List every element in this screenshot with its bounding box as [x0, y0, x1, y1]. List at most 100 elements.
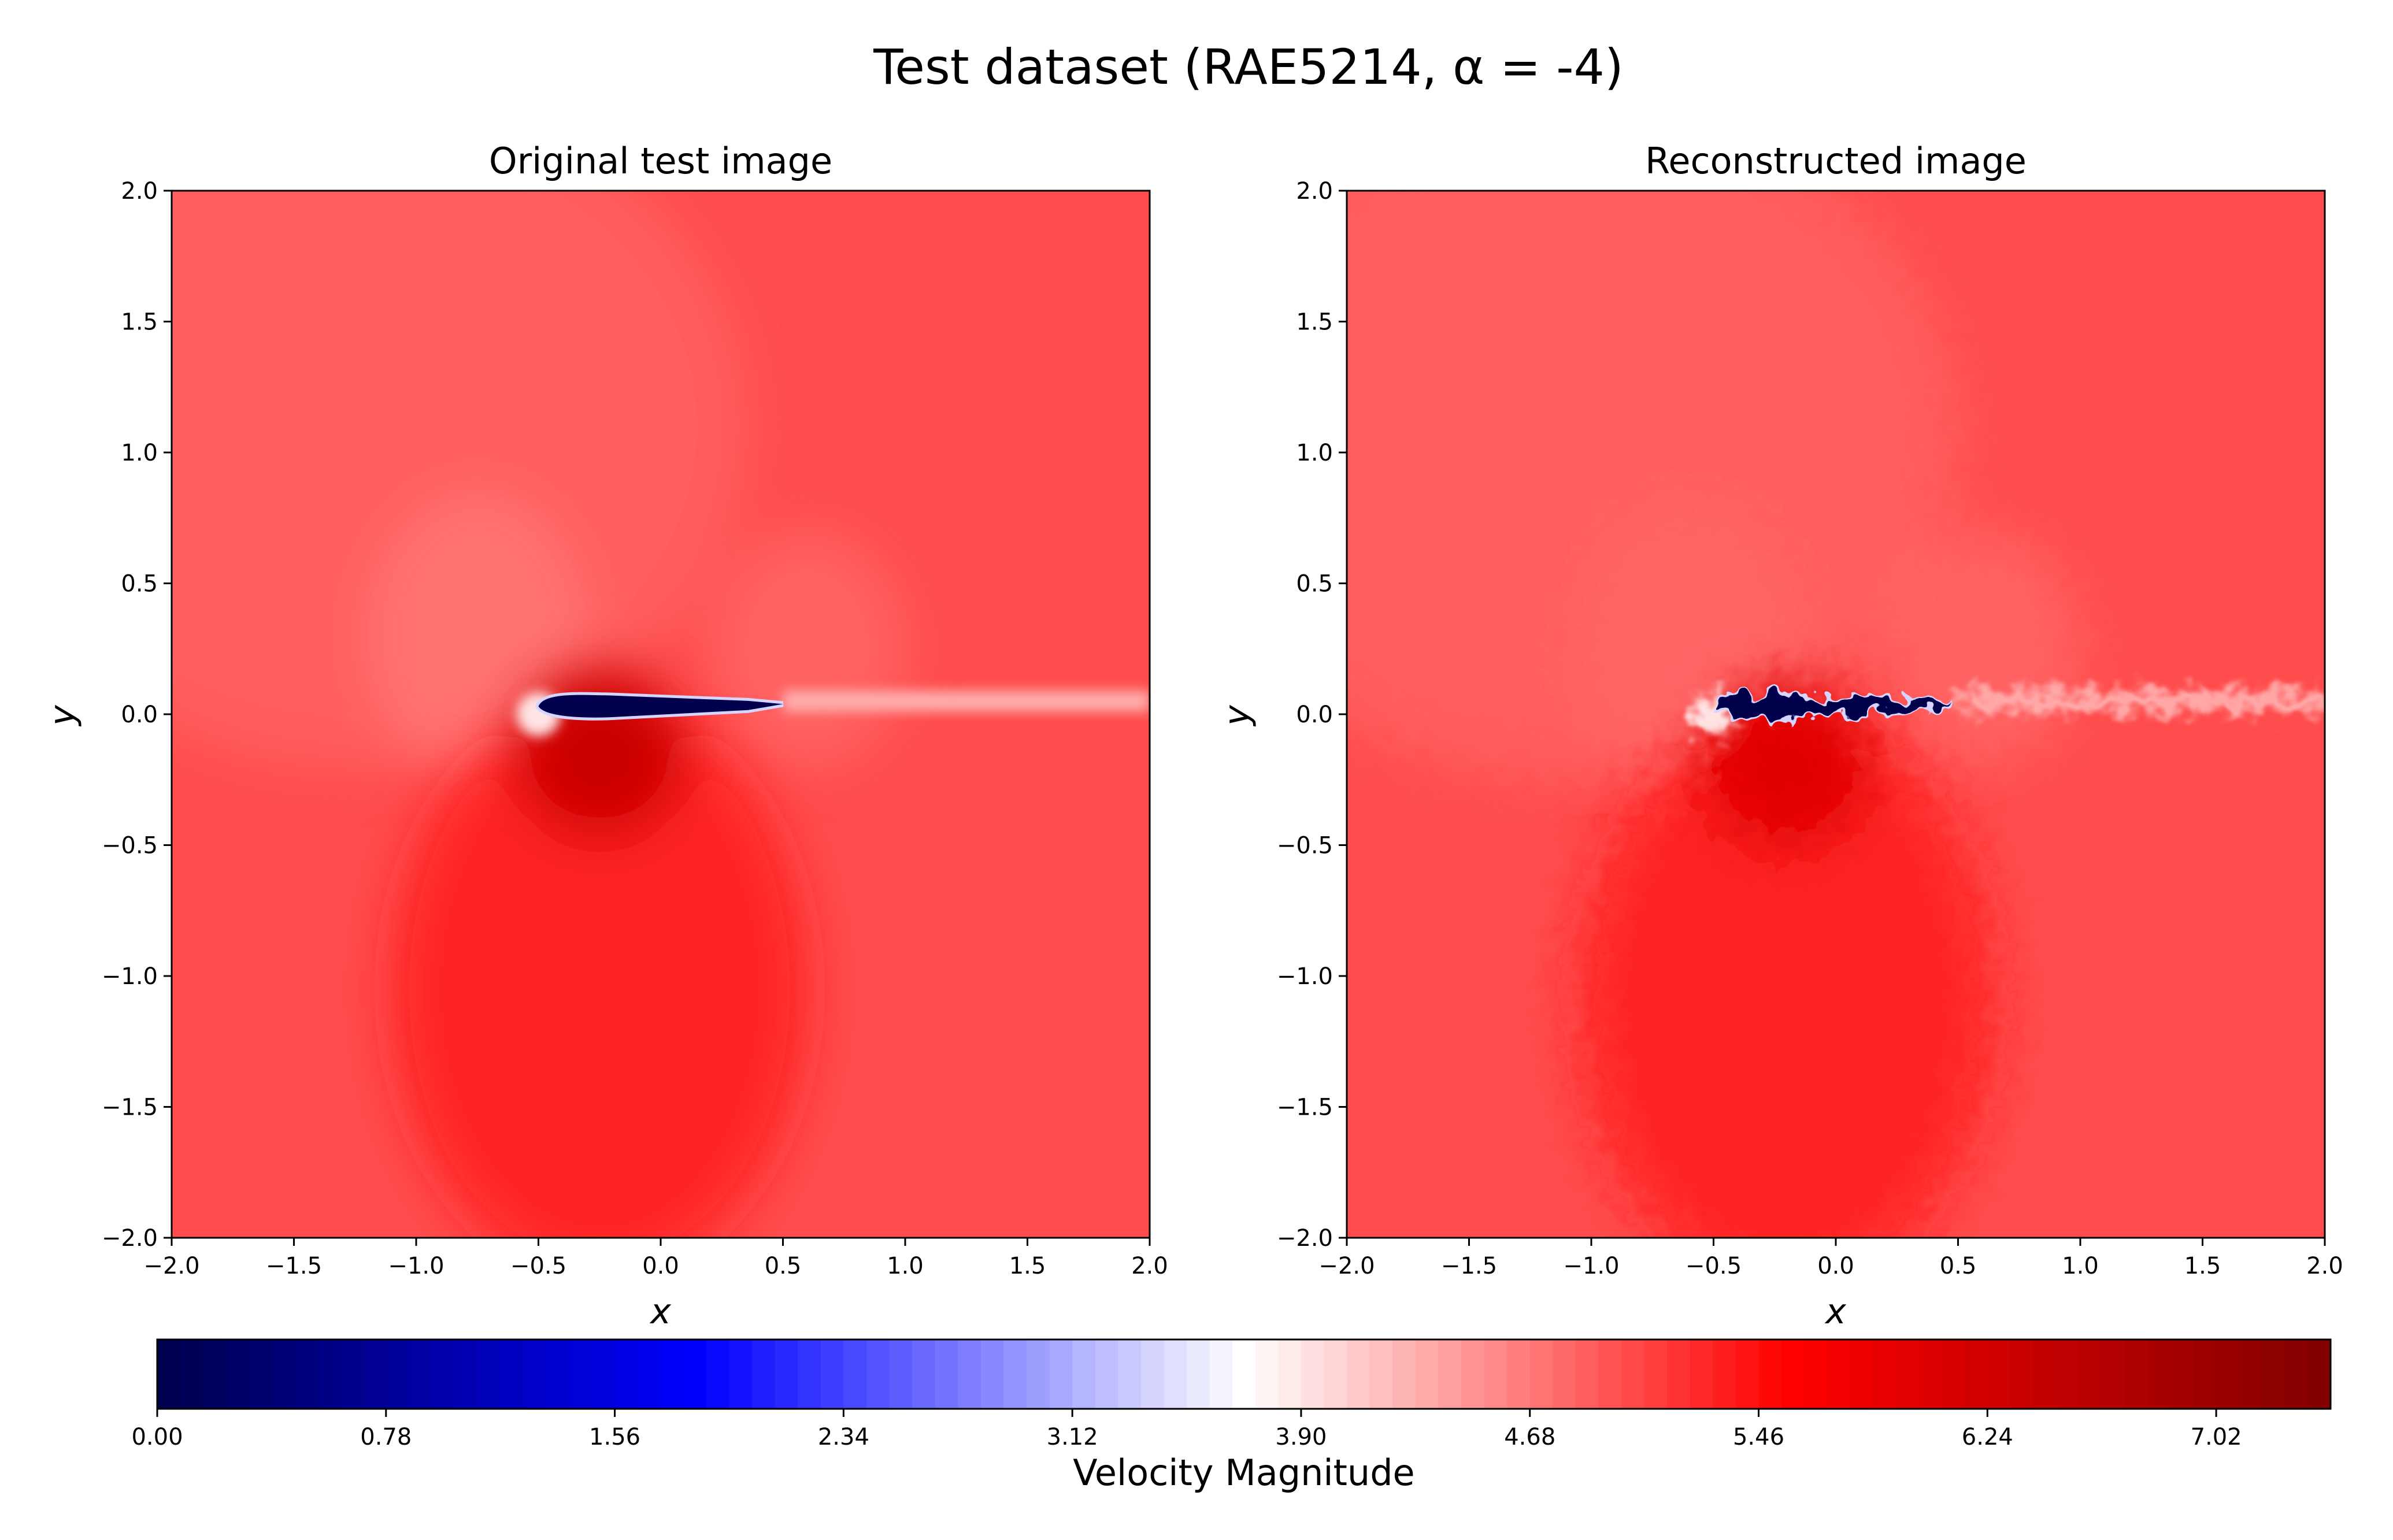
y-tick-label: 0.0 [1296, 702, 1333, 728]
colorbar-band [638, 1339, 661, 1409]
colorbar-tick-label: 7.02 [2191, 1424, 2242, 1450]
colorbar-band [1942, 1339, 1965, 1409]
colorbar-band [1187, 1339, 1210, 1409]
colorbar-band [775, 1339, 799, 1409]
acceleration-lobe [1701, 682, 1873, 851]
x-tick-label: 1.5 [1009, 1253, 1046, 1279]
x-axis-label-original: x [649, 1292, 671, 1332]
figure-title: Test dataset (RAE5214, α = -4) [873, 39, 1624, 95]
x-tick-label: −0.5 [1686, 1253, 1742, 1279]
colorbar-band [2284, 1339, 2309, 1409]
colorbar-band [1804, 1339, 1828, 1409]
colorbar-band [1987, 1339, 2011, 1409]
y-tick-label: 0.0 [121, 702, 158, 728]
colorbar-band [1209, 1339, 1233, 1409]
colorbar-band [958, 1339, 981, 1409]
colorbar-band [1575, 1339, 1599, 1409]
x-tick-label: 1.0 [887, 1253, 924, 1279]
x-tick-label: 2.0 [2306, 1253, 2343, 1279]
y-tick-label: −1.0 [102, 963, 158, 990]
panel-reconstructed: Reconstructed image −2.0 −1.5 −1.0 −0.5 0.0 0… [1217, 140, 2343, 1332]
colorbar-band [592, 1339, 616, 1409]
colorbar-band [798, 1339, 821, 1409]
x-tick-label: −1.5 [266, 1253, 322, 1279]
colorbar-band [454, 1339, 479, 1409]
y-tick-label: 1.0 [121, 440, 158, 466]
colorbar-band [2170, 1339, 2194, 1409]
x-tick-label: −2.0 [143, 1253, 199, 1279]
y-axis-label-original: y [42, 704, 83, 727]
colorbar-band [1438, 1339, 1462, 1409]
colorbar-tick-label: 0.78 [360, 1424, 412, 1450]
colorbar-band [1690, 1339, 1714, 1409]
y-axis-label-reconstructed: y [1217, 704, 1257, 727]
colorbar-band [1027, 1339, 1050, 1409]
velocity-field-original [172, 191, 1150, 1238]
y-tick-label: −2.0 [102, 1225, 158, 1252]
colorbar-ticks: 0.00 0.78 1.56 2.34 3.12 3.90 4.68 5.46 6.24 7.02 [131, 1409, 2242, 1450]
colorbar-band [912, 1339, 936, 1409]
flow-features [1347, 191, 2325, 1238]
airfoil-body [538, 695, 783, 718]
colorbar-band [546, 1339, 570, 1409]
colorbar-band [1507, 1339, 1531, 1409]
colorbar-band [157, 1339, 181, 1409]
colorbar-band [203, 1339, 227, 1409]
colorbar-band [1003, 1339, 1027, 1409]
colorbar-band [1667, 1339, 1691, 1409]
x-tick-label: 0.0 [642, 1253, 679, 1279]
colorbar-band [1140, 1339, 1165, 1409]
colorbar-band [340, 1339, 364, 1409]
colorbar-band [2239, 1339, 2263, 1409]
y-tick-label: −2.0 [1277, 1225, 1333, 1252]
colorbar-tick-label: 2.34 [818, 1424, 869, 1450]
colorbar-band [1118, 1339, 1142, 1409]
x-tick-label: 0.0 [1817, 1253, 1854, 1279]
x-tick-label: −1.0 [388, 1253, 444, 1279]
colorbar-band [409, 1339, 432, 1409]
colorbar-band [569, 1339, 592, 1409]
y-tick-label: 0.5 [1296, 571, 1333, 598]
colorbar-band [271, 1339, 295, 1409]
colorbar-band [1621, 1339, 1645, 1409]
colorbar-tick-label: 1.56 [589, 1424, 640, 1450]
colorbar-band [1255, 1339, 1279, 1409]
velocity-field-reconstructed [1347, 191, 2325, 1238]
colorbar-band [2147, 1339, 2171, 1409]
panel-title-original: Original test image [489, 140, 832, 182]
colorbar-band [866, 1339, 890, 1409]
colorbar-band [843, 1339, 867, 1409]
colorbar-band [1164, 1339, 1188, 1409]
y-tick-label: 2.0 [1296, 178, 1333, 205]
y-tick-label: 2.0 [121, 178, 158, 205]
x-tick-label: 0.5 [1940, 1253, 1977, 1279]
y-tick-label: −1.0 [1277, 963, 1333, 990]
airfoil-body [1713, 695, 1958, 718]
colorbar-band [1415, 1339, 1439, 1409]
wake [783, 691, 1150, 712]
y-tick-label: −1.5 [1277, 1094, 1333, 1121]
colorbar-band [1369, 1339, 1394, 1409]
colorbar-band [2307, 1339, 2331, 1409]
colorbar-band [2124, 1339, 2148, 1409]
colorbar-band [1072, 1339, 1096, 1409]
colorbar-band [1964, 1339, 1988, 1409]
colorbar-band [500, 1339, 524, 1409]
colorbar-band [249, 1339, 272, 1409]
x-tick-label: 1.0 [2062, 1253, 2099, 1279]
colorbar: 0.00 0.78 1.56 2.34 3.12 3.90 4.68 5.46 6.24 7.02… [131, 1338, 2332, 1494]
y-tick-label: 0.5 [121, 571, 158, 598]
colorbar-tick-label: 3.90 [1275, 1424, 1327, 1450]
y-tick-label: −0.5 [102, 833, 158, 859]
colorbar-band [1827, 1339, 1851, 1409]
colorbar-band [294, 1339, 318, 1409]
plot-area-original: −2.0 −1.5 −1.0 −0.5 0.0 0.5 1.0 1.5 2.0 2.0 1.5 1.0… [102, 178, 1168, 1279]
y-tick-label: −1.5 [102, 1094, 158, 1121]
colorbar-band [225, 1339, 250, 1409]
colorbar-band [2216, 1339, 2240, 1409]
colorbar-band [1278, 1339, 1302, 1409]
colorbar-band [1529, 1339, 1554, 1409]
colorbar-band [2102, 1339, 2125, 1409]
colorbar-band [1553, 1339, 1576, 1409]
